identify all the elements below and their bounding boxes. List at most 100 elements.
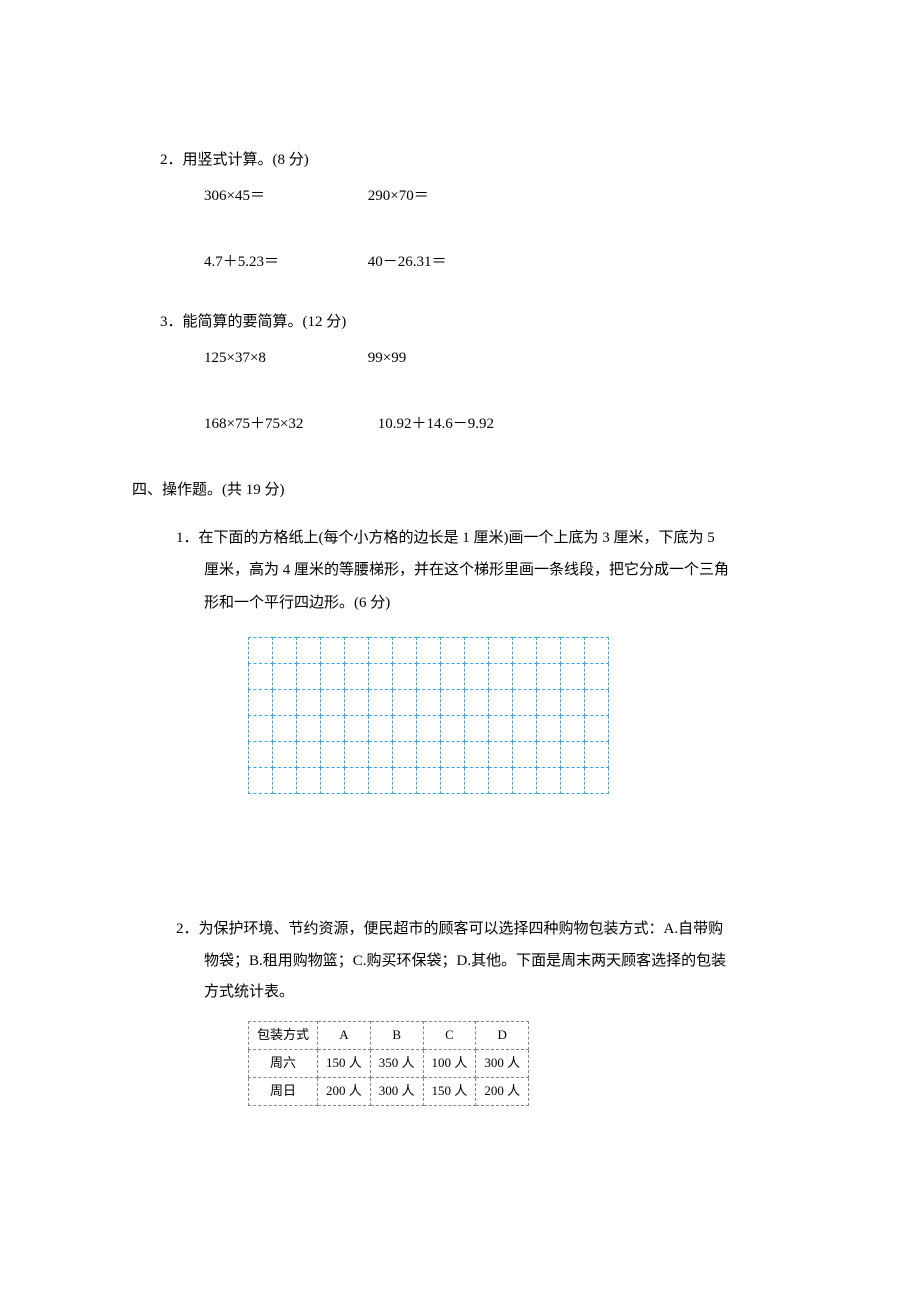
q3-row-2: 168×75＋75×32 10.92＋14.6－9.92 [204,412,780,436]
row-sat-b: 350 人 [370,1049,423,1077]
grid-cell [273,689,297,715]
th-method: 包装方式 [249,1022,318,1050]
grid-cell [513,637,537,663]
q2-eq-4: 40－26.31＝ [368,250,528,274]
row-sun-a: 200 人 [318,1077,371,1105]
s4-q2-line1: 为保护环境、节约资源，便民超市的顾客可以选择四种购物包装方式：A.自带购 [199,921,724,937]
grid-cell [369,767,393,793]
grid-cell [417,689,441,715]
q2-row-2: 4.7＋5.23＝ 40－26.31＝ [204,250,780,274]
grid-cell [537,637,561,663]
q2-eq-3: 4.7＋5.23＝ [204,250,364,274]
grid-cell [561,637,585,663]
grid-cell [321,637,345,663]
grid-cell [561,663,585,689]
grid-cell [441,663,465,689]
grid-cell [249,715,273,741]
grid-cell [297,689,321,715]
grid-cell [393,767,417,793]
grid-cell [489,663,513,689]
question-2-label: 2．用竖式计算。(8 分) [160,148,780,172]
grid-cell [561,715,585,741]
grid-cell [393,689,417,715]
row-sun-label: 周日 [249,1077,318,1105]
grid-cell [369,689,393,715]
grid-cell [537,689,561,715]
section4-q2: 2．为保护环境、节约资源，便民超市的顾客可以选择四种购物包装方式：A.自带购 物… [160,914,780,1106]
th-d: D [476,1022,529,1050]
grid-cell [249,689,273,715]
grid-cell [513,715,537,741]
grid-cell [465,663,489,689]
s4-q2-line2: 物袋；B.租用购物篮；C.购买环保袋；D.其他。下面是周末两天顾客选择的包装 [204,953,726,969]
grid-cell [561,741,585,767]
s4-q2-line3: 方式统计表。 [204,984,294,1000]
grid-cell [273,715,297,741]
grid-cell [369,637,393,663]
grid-cell [585,663,609,689]
s4-q1-line2: 厘米，高为 4 厘米的等腰梯形，并在这个梯形里画一条线段，把它分成一个三角 [204,562,729,578]
th-c: C [423,1022,476,1050]
grid-cell [585,689,609,715]
grid-cell [537,663,561,689]
grid-cell [321,715,345,741]
grid-cell [585,767,609,793]
grid-cell [417,767,441,793]
row-sun-c: 150 人 [423,1077,476,1105]
grid-cell [345,663,369,689]
q3-row-1: 125×37×8 99×99 [204,346,780,370]
grid-cell [345,767,369,793]
q3-eq-2: 99×99 [368,346,528,370]
grid-cell [249,637,273,663]
grid-cell [393,741,417,767]
table-header-row: 包装方式 A B C D [249,1022,529,1050]
grid-cell [561,689,585,715]
grid-cell [345,741,369,767]
q2-eq-1: 306×45＝ [204,184,364,208]
section4-q1: 1．在下面的方格纸上(每个小方格的边长是 1 厘米)画一个上底为 3 厘米，下底… [160,522,780,794]
grid-cell [441,715,465,741]
grid-cell [249,741,273,767]
grid-cell [465,715,489,741]
grid-cell [513,767,537,793]
grid-cell [321,767,345,793]
row-sat-c: 100 人 [423,1049,476,1077]
grid-cell [585,637,609,663]
grid-cell [273,637,297,663]
grid-cell [537,741,561,767]
grid-cell [489,741,513,767]
grid-cell [369,741,393,767]
grid-cell [465,689,489,715]
grid-cell [417,715,441,741]
grid-cell [345,715,369,741]
grid-cell [537,767,561,793]
row-sat-label: 周六 [249,1049,318,1077]
th-a: A [318,1022,371,1050]
grid-cell [297,637,321,663]
q3-eq-3: 168×75＋75×32 [204,412,374,436]
section-4-heading: 四、操作题。(共 19 分) [132,478,780,502]
s4-q2-label: 2． [176,921,199,937]
grid-cell [297,663,321,689]
grid-cell [513,689,537,715]
question-3-label: 3．能简算的要简算。(12 分) [160,310,780,334]
grid-cell [393,715,417,741]
grid-cell [465,767,489,793]
q3-eq-4: 10.92＋14.6－9.92 [378,412,538,436]
s4-q1-label: 1． [176,530,199,546]
grid-cell [321,741,345,767]
grid-cell [321,663,345,689]
grid-cell [417,741,441,767]
q2-eq-2: 290×70＝ [368,184,528,208]
grid-cell [489,715,513,741]
table-row: 周六 150 人 350 人 100 人 300 人 [249,1049,529,1077]
grid-cell [537,715,561,741]
grid-cell [489,689,513,715]
grid-cell [345,689,369,715]
question-3: 3．能简算的要简算。(12 分) 125×37×8 99×99 168×75＋7… [160,310,780,436]
grid-cell [297,715,321,741]
grid-cell [417,637,441,663]
grid-cell [585,741,609,767]
grid-cell [441,689,465,715]
row-sat-d: 300 人 [476,1049,529,1077]
